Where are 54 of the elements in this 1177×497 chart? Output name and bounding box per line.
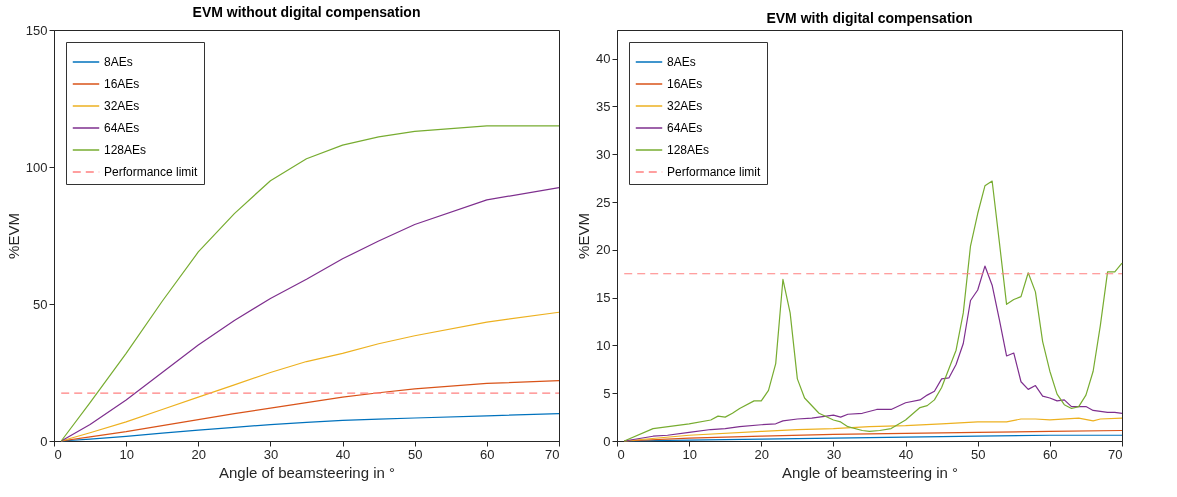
y-tick-label: 0 (603, 433, 611, 449)
x-tick-label: 10 (682, 446, 697, 462)
x-tick-label: 50 (970, 446, 986, 462)
y-axis-title: %EVM (575, 213, 593, 259)
legend-label: 64AEs (104, 121, 140, 135)
y-tick-label: 150 (25, 22, 48, 38)
line-series (60, 413, 560, 442)
legend-label: 16AEs (104, 77, 140, 91)
y-tick-label: 15 (596, 290, 611, 306)
x-tick-label: 40 (898, 446, 914, 462)
x-tick-label: 40 (335, 446, 351, 462)
x-tick-label: 30 (263, 446, 279, 462)
x-axis-title: Angle of beamsteering in ° (218, 463, 396, 481)
legend-label: 8AEs (104, 55, 133, 69)
line-series (623, 417, 1123, 442)
y-tick-label: 40 (596, 51, 611, 67)
legend-label: 128AEs (667, 143, 710, 157)
y-tick-label: 100 (25, 159, 48, 175)
line-series (60, 311, 560, 442)
legend-label: 128AEs (104, 143, 147, 157)
y-tick-label: 5 (603, 385, 611, 401)
y-tick-label: 25 (596, 194, 611, 210)
x-tick-label: 30 (826, 446, 842, 462)
legend-label: 32AEs (667, 99, 703, 113)
legend-label: 16AEs (667, 77, 703, 91)
legend-label: 8AEs (667, 55, 696, 69)
chart-title: EVM without digital compensation (192, 4, 421, 20)
line-series (623, 429, 1123, 442)
line-series (60, 186, 560, 442)
y-tick-label: 0 (40, 433, 48, 449)
x-tick-label: 20 (191, 446, 207, 462)
x-tick-label: 60 (480, 446, 495, 462)
line-series (623, 180, 1123, 442)
legend-label: Performance limit (104, 165, 199, 179)
x-tick-label: 20 (754, 446, 770, 462)
legend-label: Performance limit (667, 165, 762, 179)
x-tick-label: 60 (1043, 446, 1058, 462)
x-axis-title: Angle of beamsteering in ° (781, 463, 959, 481)
legend-label: 64AEs (667, 121, 703, 135)
line-series (60, 125, 560, 442)
chart-title: EVM with digital compensation (766, 10, 973, 26)
x-tick-label: 50 (407, 446, 423, 462)
y-tick-label: 50 (33, 296, 48, 312)
y-axis-title: %EVM (4, 213, 22, 259)
legend-label: 32AEs (104, 99, 140, 113)
x-tick-label: 0 (617, 446, 625, 462)
x-tick-label: 70 (1108, 446, 1123, 462)
x-tick-label: 70 (545, 446, 560, 462)
y-tick-label: 10 (596, 337, 611, 353)
y-tick-label: 35 (596, 98, 611, 114)
y-tick-label: 20 (596, 242, 611, 258)
x-tick-label: 0 (54, 446, 62, 462)
x-tick-label: 10 (119, 446, 134, 462)
y-tick-label: 30 (596, 146, 611, 162)
